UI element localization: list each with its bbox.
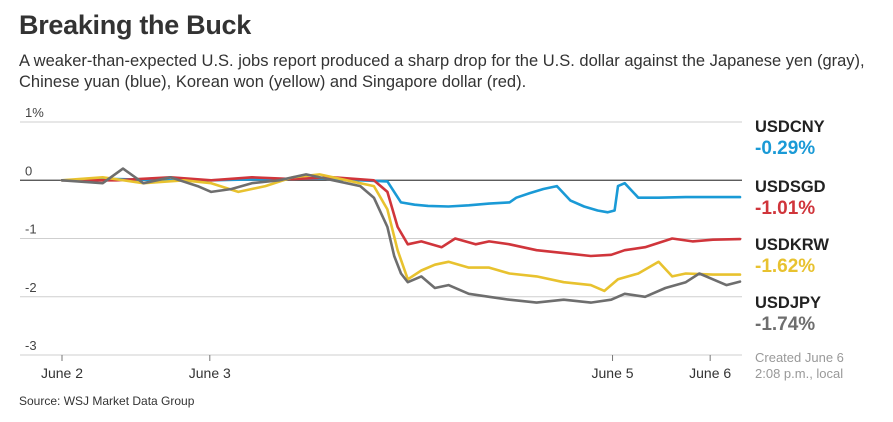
x-tick-label-0: June 2 bbox=[41, 365, 83, 381]
series-layer bbox=[60, 167, 742, 304]
series-line-usdcny bbox=[60, 177, 742, 214]
legend-value-usdcny: -0.29% bbox=[755, 138, 816, 159]
legend-value-usdjpy: -1.74% bbox=[755, 314, 816, 335]
chart-subtitle: A weaker-than-expected U.S. jobs report … bbox=[19, 52, 865, 91]
x-tick-label-1: June 3 bbox=[189, 365, 231, 381]
series-line-usdsgd bbox=[60, 176, 742, 258]
created-date-note: Created June 6 bbox=[755, 350, 844, 365]
grid-layer bbox=[20, 121, 742, 356]
y-tick-label-4: -3 bbox=[25, 338, 37, 353]
created-time-note: 2:08 p.m., local bbox=[755, 366, 844, 381]
y-tick-label-3: -2 bbox=[25, 280, 37, 295]
legend-name-usdcny: USDCNY bbox=[755, 118, 825, 136]
legend-name-usdkrw: USDKRW bbox=[755, 236, 829, 254]
legend-name-usdjpy: USDJPY bbox=[755, 294, 822, 312]
legend-name-usdsgd: USDSGD bbox=[755, 178, 826, 196]
y-tick-label-2: -1 bbox=[25, 222, 37, 237]
series-line-usdjpy bbox=[60, 167, 742, 304]
x-tick-label-2: June 5 bbox=[592, 365, 634, 381]
x-tick-label-3: June 6 bbox=[689, 365, 731, 381]
source-note: Source: WSJ Market Data Group bbox=[19, 394, 195, 408]
legend-value-usdkrw: -1.62% bbox=[755, 256, 816, 277]
chart-title: Breaking the Buck bbox=[19, 10, 251, 40]
axis-layer: 1% 0 -1 -2 -3 June 2 June 3 June 5 June 6 bbox=[25, 105, 731, 381]
series-line-usdkrw bbox=[60, 173, 742, 293]
legend-value-usdsgd: -1.01% bbox=[755, 198, 816, 219]
y-tick-label-0: 1% bbox=[25, 105, 44, 120]
y-tick-label-1: 0 bbox=[25, 163, 32, 178]
